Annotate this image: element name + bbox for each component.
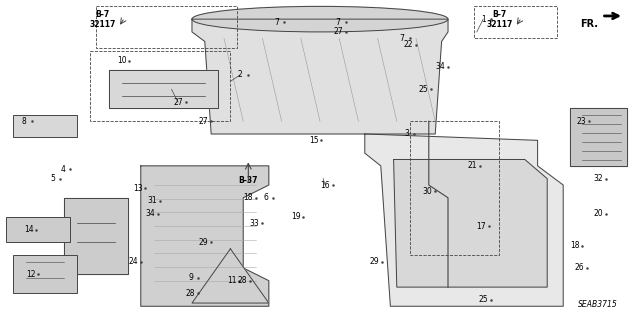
Text: 29: 29 bbox=[369, 257, 380, 266]
Text: 30: 30 bbox=[422, 187, 433, 196]
Text: 17: 17 bbox=[476, 222, 486, 231]
Text: 22: 22 bbox=[404, 40, 413, 49]
Text: 7: 7 bbox=[399, 34, 404, 43]
Text: 15: 15 bbox=[308, 136, 319, 145]
Text: 34: 34 bbox=[435, 63, 445, 71]
Text: 16: 16 bbox=[320, 181, 330, 189]
Bar bbox=[13, 115, 77, 137]
Polygon shape bbox=[192, 249, 269, 303]
Bar bbox=[474, 6, 557, 38]
Bar bbox=[410, 121, 499, 255]
Text: 27: 27 bbox=[198, 117, 209, 126]
Text: 2: 2 bbox=[237, 70, 243, 79]
Bar bbox=[90, 51, 230, 121]
Ellipse shape bbox=[192, 6, 448, 32]
Text: 25: 25 bbox=[419, 85, 429, 94]
Text: B-37: B-37 bbox=[239, 176, 258, 185]
Bar bbox=[6, 217, 70, 242]
Text: B-7
32117: B-7 32117 bbox=[90, 10, 116, 29]
Polygon shape bbox=[64, 198, 128, 274]
Text: 13: 13 bbox=[132, 184, 143, 193]
Text: 26: 26 bbox=[574, 263, 584, 272]
Text: 3: 3 bbox=[404, 130, 409, 138]
Text: 4: 4 bbox=[60, 165, 65, 174]
Text: 7: 7 bbox=[335, 18, 340, 27]
Polygon shape bbox=[394, 160, 547, 287]
Text: 18: 18 bbox=[244, 193, 253, 202]
Text: 23: 23 bbox=[576, 117, 586, 126]
Text: 31: 31 bbox=[147, 197, 157, 205]
Polygon shape bbox=[192, 19, 448, 134]
Polygon shape bbox=[365, 134, 563, 306]
Text: 11: 11 bbox=[227, 276, 236, 285]
Text: 9: 9 bbox=[188, 273, 193, 282]
Text: 19: 19 bbox=[291, 212, 301, 221]
Text: 27: 27 bbox=[333, 27, 343, 36]
Text: 21: 21 bbox=[468, 161, 477, 170]
Text: 12: 12 bbox=[26, 270, 35, 279]
Text: 28: 28 bbox=[186, 289, 195, 298]
Text: 10: 10 bbox=[116, 56, 127, 65]
Text: 5: 5 bbox=[50, 174, 55, 183]
Text: 29: 29 bbox=[198, 238, 209, 247]
Text: FR.: FR. bbox=[580, 19, 598, 29]
Polygon shape bbox=[141, 166, 269, 306]
Text: 24: 24 bbox=[128, 257, 138, 266]
Text: 34: 34 bbox=[145, 209, 156, 218]
Text: 6: 6 bbox=[263, 193, 268, 202]
Text: 14: 14 bbox=[24, 225, 34, 234]
Polygon shape bbox=[109, 70, 218, 108]
Text: 25: 25 bbox=[478, 295, 488, 304]
Text: 28: 28 bbox=[237, 276, 246, 285]
Text: 8: 8 bbox=[22, 117, 27, 126]
Text: 20: 20 bbox=[593, 209, 604, 218]
Text: B-7
32117: B-7 32117 bbox=[486, 10, 513, 29]
Text: 27: 27 bbox=[173, 98, 183, 107]
Text: SEAB3715: SEAB3715 bbox=[578, 300, 618, 309]
Bar bbox=[96, 6, 237, 48]
Text: 1: 1 bbox=[481, 15, 486, 24]
Polygon shape bbox=[570, 108, 627, 166]
Text: 32: 32 bbox=[593, 174, 604, 183]
Text: 18: 18 bbox=[570, 241, 579, 250]
Bar bbox=[13, 255, 77, 293]
Text: 7: 7 bbox=[274, 18, 279, 27]
Text: 33: 33 bbox=[250, 219, 260, 228]
